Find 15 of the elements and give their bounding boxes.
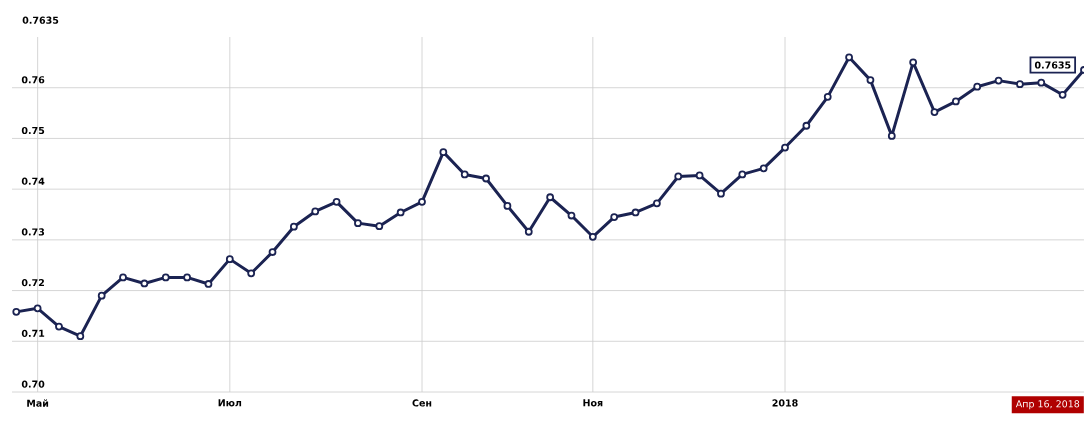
y-tick-label: 0.76 (21, 76, 45, 84)
x-tick-label: Июл (218, 399, 242, 407)
y-tick-label: 0.71 (21, 329, 45, 337)
annotation: 0.7635 (1034, 61, 1071, 69)
x-tick-label: 2018 (772, 399, 798, 407)
y-tick-label: 0.75 (21, 126, 45, 135)
text: 0.7635 (22, 16, 59, 24)
y-tick-label: 0.70 (21, 380, 45, 388)
x-tick-label: Сен (412, 399, 432, 407)
y-tick-label: 0.72 (21, 279, 44, 287)
y-tick-label: 0.73 (21, 228, 45, 236)
x-tick-label: Ноя (583, 399, 603, 407)
text: Апр 16, 2018 (1015, 400, 1080, 410)
y-tick-label: 0.74 (21, 177, 45, 185)
x-tick-label: Май (27, 399, 49, 407)
